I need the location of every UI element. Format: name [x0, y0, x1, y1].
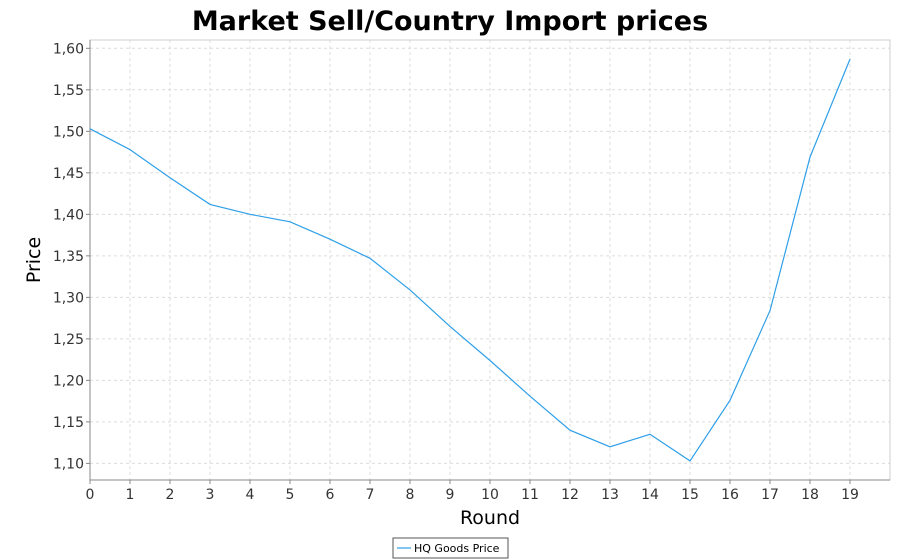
y-tick-label: 1,60 [53, 41, 84, 57]
x-tick-label: 2 [166, 487, 175, 503]
y-tick-label: 1,35 [53, 249, 84, 265]
x-tick-label: 16 [721, 487, 739, 503]
legend-entry: HQ Goods Price [414, 542, 500, 555]
x-tick-label: 7 [366, 487, 375, 503]
x-tick-label: 8 [406, 487, 415, 503]
y-tick-label: 1,45 [53, 166, 84, 182]
chart-title: Market Sell/Country Import prices [192, 6, 708, 37]
axes [86, 40, 890, 484]
x-tick-label: 5 [286, 487, 295, 503]
y-tick-label: 1,30 [53, 290, 84, 306]
x-tick-label: 12 [561, 487, 579, 503]
x-tick-label: 0 [86, 487, 95, 503]
y-axis-label: Price [23, 237, 45, 283]
y-tick-label: 1,10 [53, 456, 84, 472]
legend-box [392, 537, 509, 559]
series-layer [89, 58, 851, 462]
legend: HQ Goods Price [392, 537, 509, 559]
x-tick-label: 18 [801, 487, 819, 503]
x-tick-label: 13 [601, 487, 619, 503]
y-tick-label: 1,20 [53, 373, 84, 389]
x-tick-label: 10 [481, 487, 499, 503]
x-tick-label: 19 [841, 487, 859, 503]
x-tick-label: 11 [521, 487, 539, 503]
y-tick-label: 1,25 [53, 332, 84, 348]
x-tick-label: 17 [761, 487, 779, 503]
x-tick-label: 4 [246, 487, 255, 503]
y-tick-label: 1,40 [53, 207, 84, 223]
x-tick-label: 6 [326, 487, 335, 503]
grid [89, 40, 890, 480]
x-tick-label: 1 [126, 487, 135, 503]
y-tick-label: 1,55 [53, 83, 84, 99]
series-line-hq-goods-price [89, 58, 851, 462]
y-tick-label: 1,50 [53, 124, 84, 140]
x-axis-label: Round [460, 507, 520, 529]
x-tick-label: 9 [446, 487, 455, 503]
tick-labels: 0 1 2 3 4 5 6 7 8 9 10 11 12 13 14 15 16 17 18 191,101,151,… [53, 41, 859, 503]
x-tick-label: 15 [681, 487, 699, 503]
x-tick-label: 3 [206, 487, 215, 503]
x-tick-label: 14 [641, 487, 659, 503]
y-tick-label: 1,15 [53, 415, 84, 431]
